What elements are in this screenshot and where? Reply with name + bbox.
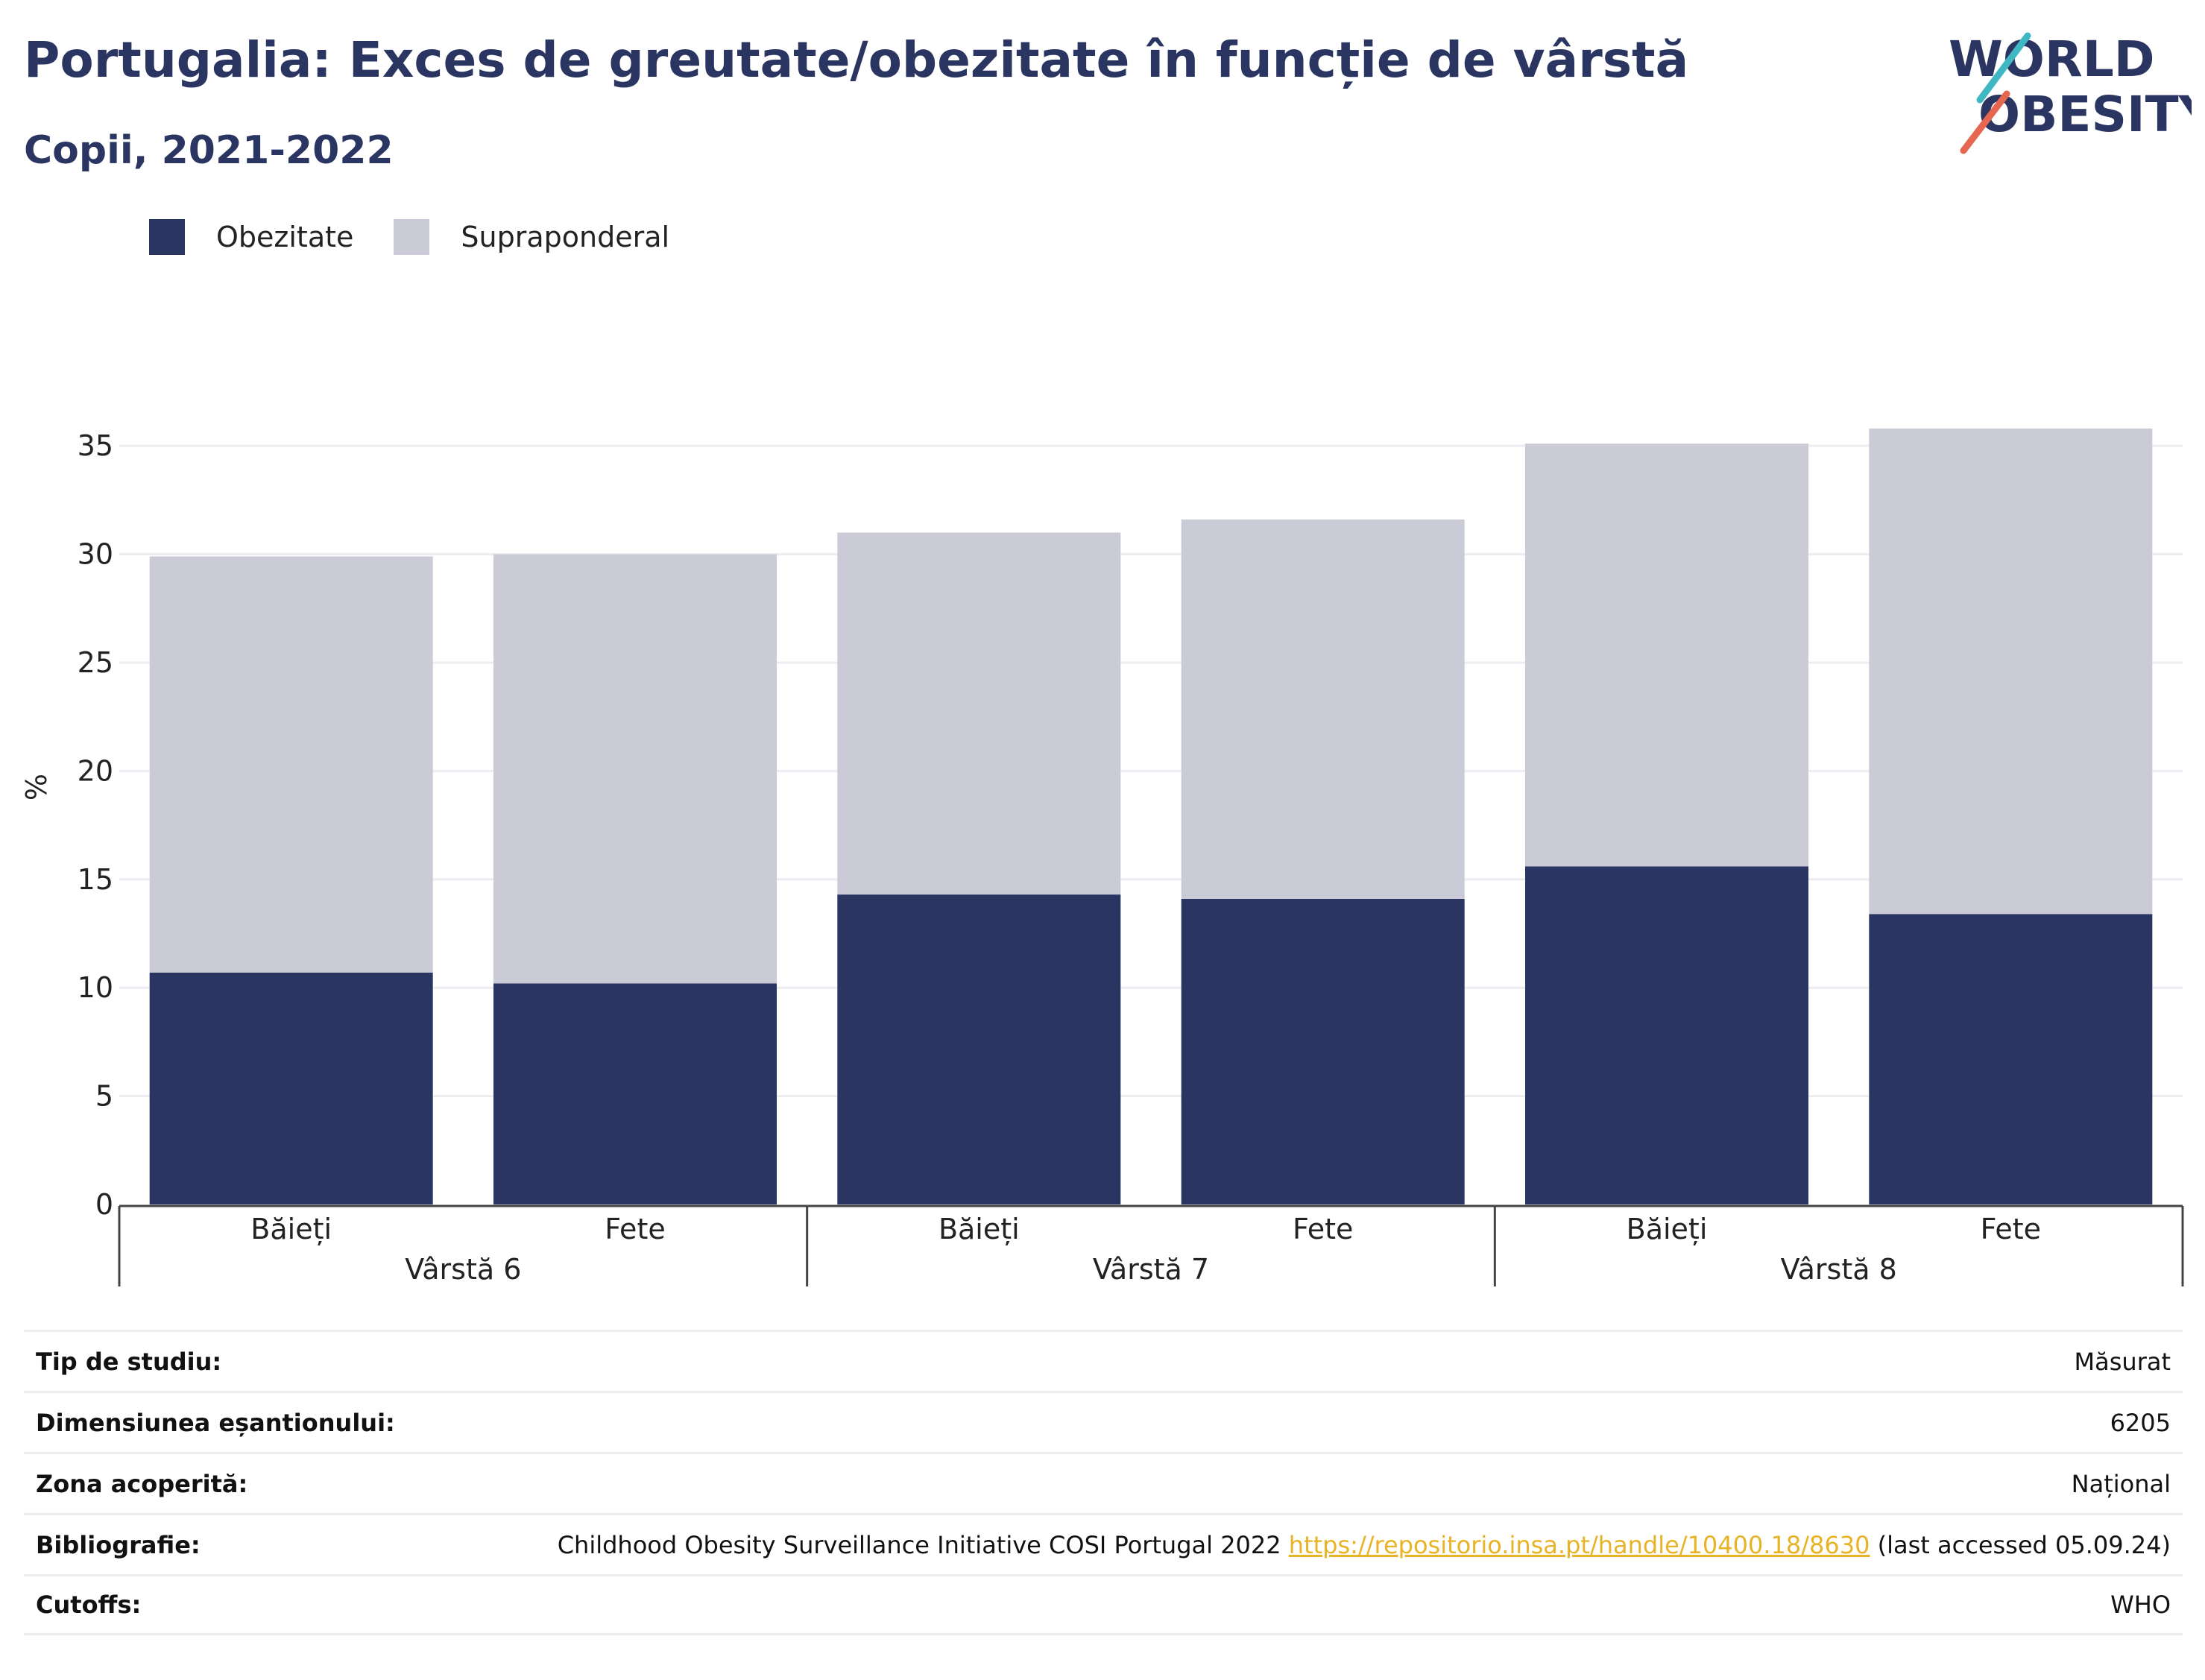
legend-label-obesity: Obezitate <box>216 221 354 253</box>
bibliography-suffix: (last accessed 05.09.24) <box>1877 1530 2171 1559</box>
info-row-cutoffs: Cutoffs: WHO <box>24 1574 2183 1635</box>
info-label: Tip de studiu: <box>36 1347 222 1376</box>
bar-obesity <box>149 972 433 1204</box>
y-tick-label: 0 <box>95 1188 113 1221</box>
x-category-label: Băieți <box>1627 1213 1708 1245</box>
info-label: Bibliografie: <box>36 1530 201 1559</box>
chart-legend: Obezitate Supraponderal <box>149 219 710 255</box>
bar-obesity <box>837 894 1121 1204</box>
bar-overweight <box>493 554 777 984</box>
world-obesity-logo: WORLD OBESITY <box>1949 31 2192 154</box>
bibliography-text: Childhood Obesity Surveillance Initiativ… <box>557 1530 1281 1559</box>
bar-overweight <box>1525 443 1808 867</box>
info-row-area: Zona acoperită: Național <box>24 1452 2183 1513</box>
bar-obesity <box>1869 914 2153 1204</box>
bar-obesity <box>1525 866 1808 1204</box>
info-value: 6205 <box>2110 1408 2171 1437</box>
info-row-sample-size: Dimensiunea eșantionului: 6205 <box>24 1391 2183 1452</box>
y-tick-label: 35 <box>78 429 113 462</box>
chart-subtitle: Copii, 2021-2022 <box>24 128 394 173</box>
bar-obesity <box>1181 898 1465 1204</box>
bar-overweight <box>1181 520 1465 899</box>
y-axis-label: % <box>20 774 53 800</box>
y-tick-label: 10 <box>78 971 113 1004</box>
bar-overweight <box>149 556 433 973</box>
x-category-label: Fete <box>1293 1213 1353 1245</box>
x-category-label: Băieți <box>250 1213 332 1245</box>
logo-line2: OBESITY <box>1978 86 2192 143</box>
info-value: Măsurat <box>2074 1347 2171 1376</box>
y-tick-label: 30 <box>78 538 113 571</box>
logo-line1: WORLD <box>1949 31 2155 88</box>
legend-swatch-overweight <box>394 219 430 255</box>
info-value-bibliography: Childhood Obesity Surveillance Initiativ… <box>558 1531 2171 1559</box>
info-row-bibliography: Bibliografie: Childhood Obesity Surveill… <box>24 1513 2183 1574</box>
chart-title: Portugalia: Exces de greutate/obezitate … <box>24 31 1689 89</box>
x-category-label: Fete <box>1981 1213 2041 1245</box>
bar-overweight <box>837 532 1121 895</box>
y-tick-label: 15 <box>78 863 113 896</box>
stacked-bar-chart: % 0 5 10 15 20 25 30 35 Băieți Fete Băieți Fete Băie… <box>20 428 2184 1286</box>
info-table: Tip de studiu: Măsurat Dimensiunea eșant… <box>24 1330 2183 1635</box>
y-tick-label: 5 <box>95 1080 113 1113</box>
info-label: Cutoffs: <box>36 1591 142 1619</box>
bar-overweight <box>1869 428 2153 915</box>
legend-item-obesity: Obezitate <box>149 219 353 255</box>
info-label: Zona acoperită: <box>36 1469 248 1498</box>
logo-stroke-coral <box>1960 90 2010 154</box>
info-row-study-type: Tip de studiu: Măsurat <box>24 1330 2183 1391</box>
legend-label-overweight: Supraponderal <box>461 221 670 253</box>
logo-stroke-teal <box>1976 32 2031 104</box>
info-value: WHO <box>2110 1591 2171 1619</box>
x-group-label: Vârstă 6 <box>405 1253 521 1286</box>
x-category-label: Fete <box>605 1213 665 1245</box>
y-tick-label: 25 <box>78 646 113 679</box>
bar-obesity <box>493 983 777 1204</box>
x-category-label: Băieți <box>939 1213 1020 1245</box>
legend-item-overweight: Supraponderal <box>394 219 669 255</box>
legend-swatch-obesity <box>149 219 185 255</box>
bibliography-link[interactable]: https://repositorio.insa.pt/handle/10400… <box>1288 1530 1870 1559</box>
info-value: Național <box>2071 1469 2171 1498</box>
x-group-label: Vârstă 7 <box>1093 1253 1209 1286</box>
x-group-label: Vârstă 8 <box>1781 1253 1897 1286</box>
y-tick-label: 20 <box>78 754 113 787</box>
info-label: Dimensiunea eșantionului: <box>36 1408 395 1437</box>
